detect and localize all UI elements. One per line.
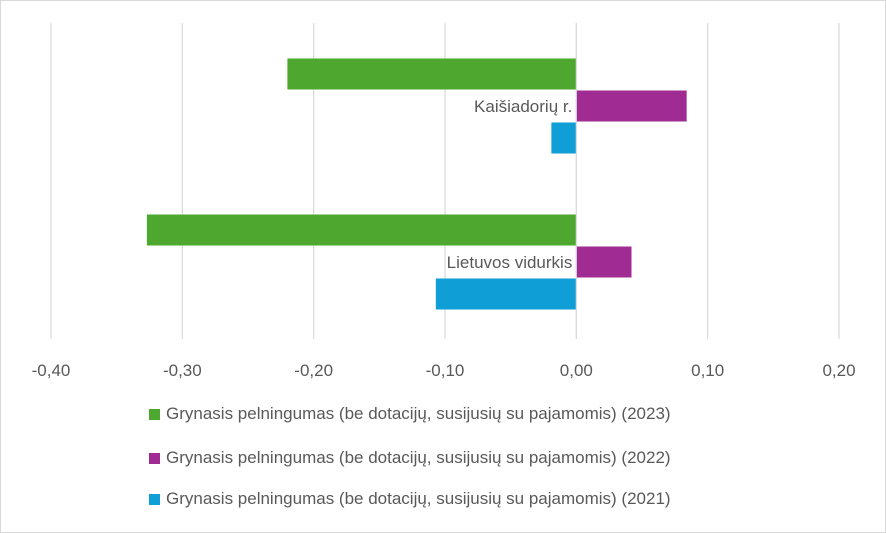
x-tick-label: 0,10 bbox=[691, 361, 724, 380]
bar bbox=[146, 214, 577, 246]
legend-swatch-2023 bbox=[149, 408, 160, 420]
legend-swatch-2022 bbox=[149, 452, 160, 464]
legend-swatch-2021 bbox=[149, 493, 160, 505]
bar bbox=[576, 246, 632, 278]
bar bbox=[435, 278, 577, 310]
bar bbox=[287, 58, 577, 90]
x-tick-label: 0,20 bbox=[822, 361, 855, 380]
legend-item-2023: Grynasis pelningumas (be dotacijų, susij… bbox=[149, 403, 671, 425]
x-tick-label: -0,30 bbox=[163, 361, 202, 380]
x-tick-label: -0,10 bbox=[426, 361, 465, 380]
legend-item-2021: Grynasis pelningumas (be dotacijų, susij… bbox=[149, 488, 671, 510]
legend-item-2022: Grynasis pelningumas (be dotacijų, susij… bbox=[149, 447, 671, 469]
legend-label-2021: Grynasis pelningumas (be dotacijų, susij… bbox=[166, 489, 671, 508]
x-tick-label: 0,00 bbox=[560, 361, 593, 380]
bar bbox=[551, 122, 577, 154]
x-tick-label: -0,20 bbox=[294, 361, 333, 380]
bar bbox=[576, 90, 687, 122]
category-label: Kaišiadorių r. bbox=[474, 97, 572, 116]
legend-label-2023: Grynasis pelningumas (be dotacijų, susij… bbox=[166, 404, 671, 423]
x-tick-label: -0,40 bbox=[32, 361, 71, 380]
legend-label-2022: Grynasis pelningumas (be dotacijų, susij… bbox=[166, 448, 671, 467]
category-label: Lietuvos vidurkis bbox=[447, 253, 573, 272]
bar-chart: -0,40 -0,30 -0,20 -0,10 0,00 0,10 0,20 Kaišiado… bbox=[32, 23, 856, 380]
